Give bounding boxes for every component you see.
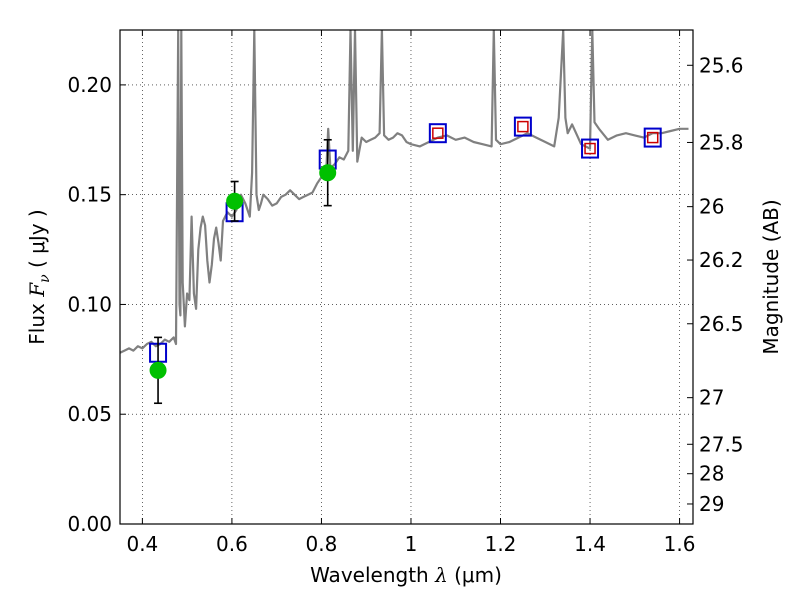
plot-frame [119,29,694,525]
ir-point [584,142,596,155]
y-tick-label: 0.20 [67,73,112,97]
observed-point [319,164,337,182]
x-tick-label: 0.6 [216,532,248,556]
y2-tick-label: 28 [699,462,724,486]
x-tick-label: 0.4 [126,532,158,556]
y2-tick-label: 29 [699,492,724,516]
x-axis-label: Wavelength λ (μm) [310,563,502,587]
model-point [513,116,532,137]
y-tick-label: 0.15 [67,183,112,207]
y2-tick-label: 25.6 [699,53,744,77]
observed-point [149,361,167,379]
model-point [428,123,447,144]
x-tick-label: 1 [405,532,418,556]
x-tick-label: 1.2 [485,532,517,556]
y-tick-label: 0.10 [67,292,112,316]
y2-tick-label: 26.5 [699,312,744,336]
ir-point [432,127,444,139]
y2-tick-label: 27.5 [699,432,744,456]
model-point [581,138,600,159]
ir-point [646,131,659,144]
y2-tick-label: 26.2 [699,248,744,272]
x-tick-label: 1.6 [664,532,696,556]
model-point [643,127,662,148]
plot-area [120,30,689,405]
grid [120,30,693,525]
y2-tick-label: 27 [699,386,724,410]
x-tick-label: 0.8 [306,532,338,556]
x-tick-label: 1.4 [574,532,606,556]
y2-tick-label: 26 [699,195,724,219]
y2-axis-label: Magnitude (AB) [759,199,783,354]
ir-point [517,120,529,133]
observed-point [226,192,244,210]
y-axis-label: Flux Fν ( μJy ) [25,209,53,344]
y-tick-label: 0.05 [67,402,112,426]
y-tick-label: 0.00 [67,512,112,536]
axis-ticks: 0.4 0.6 0.8 1 1.2 1.4 1.6 0.00 0.05 0.10 0.15 0.20 2… [67,30,744,556]
axis-labels: Wavelength λ (μm) Flux Fν ( μJy ) Magnit… [25,199,783,587]
y2-tick-label: 25.8 [699,130,744,154]
